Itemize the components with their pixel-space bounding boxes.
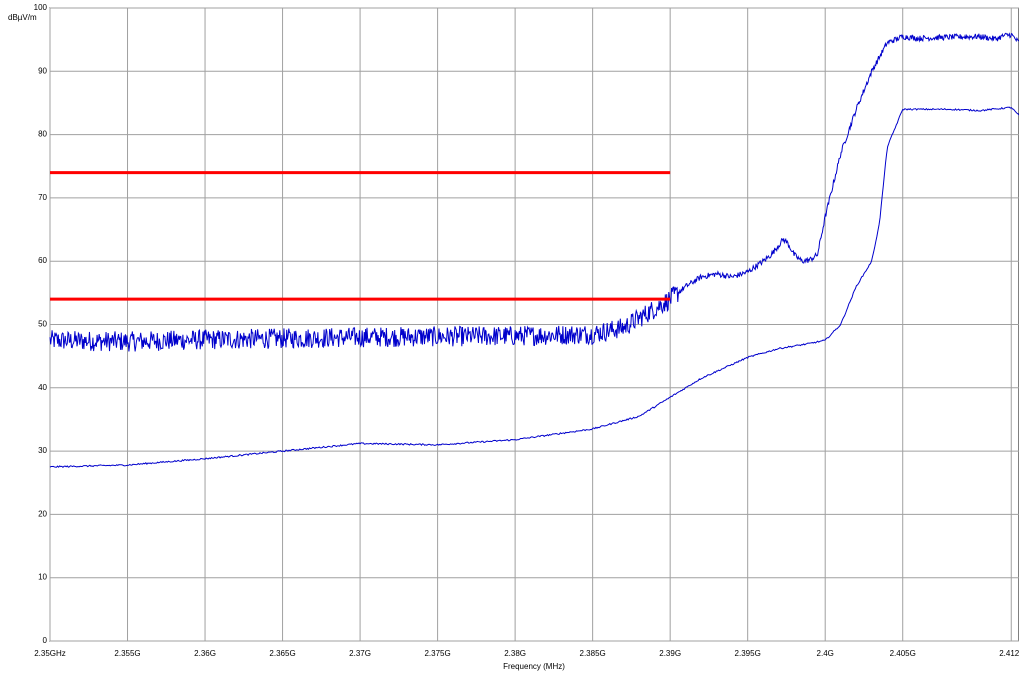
peak-trace-line <box>49 32 1019 352</box>
tick-labels-layer: 2.35GHz 2.355G 2.36G 2.365G 2.37G 2.375G 2.38G… <box>34 3 1019 658</box>
x-tick-label: 2.385G <box>580 649 606 658</box>
y-tick-label: 60 <box>38 256 47 265</box>
x-tick-label: 2.4G <box>817 649 834 658</box>
x-tick-label: 2.412GHz <box>999 649 1019 658</box>
x-tick-label: 2.355G <box>114 649 140 658</box>
series-layer <box>49 32 1019 469</box>
y-tick-label: 10 <box>38 573 47 582</box>
y-tick-label: 100 <box>34 3 48 12</box>
x-tick-label: 2.36G <box>194 649 216 658</box>
y-tick-label: 20 <box>38 509 47 518</box>
limit-lines-layer <box>50 171 671 301</box>
x-tick-label: 2.405G <box>890 649 916 658</box>
x-axis-label: Frequency (MHz) <box>503 662 565 671</box>
y-tick-label: 0 <box>43 636 48 645</box>
x-tick-label: 2.35GHz <box>34 649 66 658</box>
x-tick-label: 2.38G <box>504 649 526 658</box>
y-axis-label: dBµV/m <box>8 13 37 22</box>
y-tick-label: 50 <box>38 320 47 329</box>
y-tick-label: 30 <box>38 446 47 455</box>
x-tick-label: 2.39G <box>659 649 681 658</box>
grid <box>49 7 1019 642</box>
x-tick-label: 2.37G <box>349 649 371 658</box>
x-tick-label: 2.365G <box>269 649 295 658</box>
x-tick-label: 2.375G <box>424 649 450 658</box>
y-tick-label: 80 <box>38 130 47 139</box>
average-trace-line <box>49 106 1019 469</box>
y-tick-label: 90 <box>38 66 47 75</box>
x-tick-label: 2.395G <box>735 649 761 658</box>
y-tick-label: 70 <box>38 193 47 202</box>
y-tick-label: 40 <box>38 383 47 392</box>
